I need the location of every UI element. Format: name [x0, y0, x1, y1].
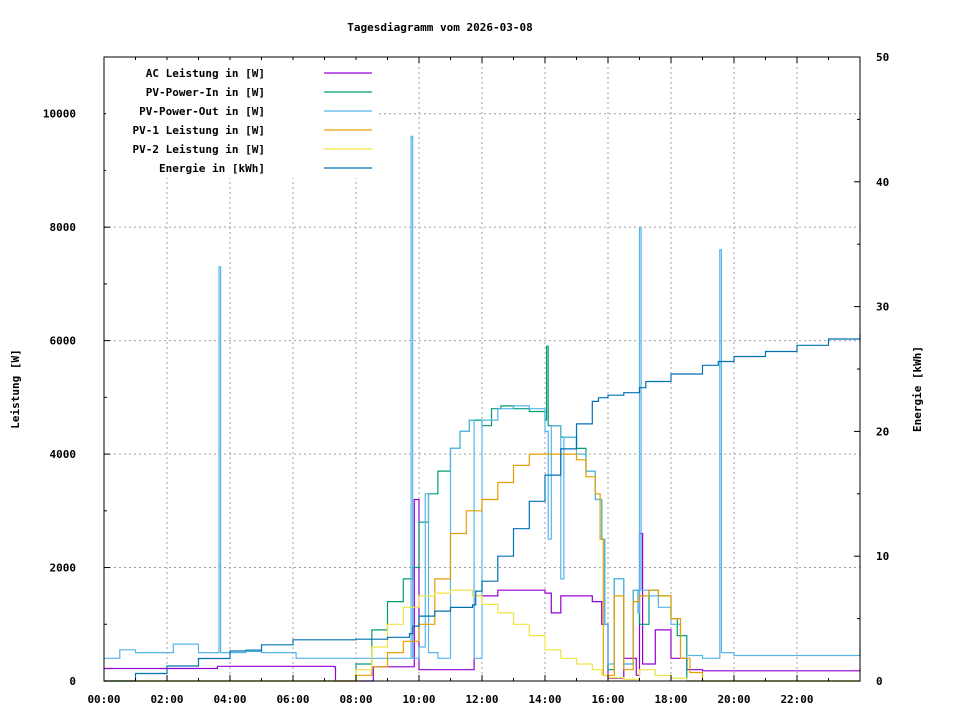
y2-tick-label: 0: [876, 675, 883, 688]
chart-title: Tagesdiagramm vom 2026-03-08: [347, 21, 532, 34]
x-tick-label: 06:00: [276, 693, 309, 706]
y-tick-label: 6000: [50, 335, 77, 348]
legend-label-2: PV-Power-Out in [W]: [139, 105, 265, 118]
y2-tick-label: 40: [876, 176, 889, 189]
legend-label-4: PV-2 Leistung in [W]: [133, 143, 265, 156]
x-tick-label: 02:00: [150, 693, 183, 706]
series-line-2: [104, 135, 861, 665]
x-tick-label: 16:00: [591, 693, 624, 706]
x-tick-label: 20:00: [717, 693, 750, 706]
legend-label-1: PV-Power-In in [W]: [146, 86, 265, 99]
legend-background: [106, 60, 376, 178]
series-line-5: [104, 334, 861, 682]
ticks: 00:00 02:00 04:00 06:00 08:00 10:00 12:00 14:00…: [43, 51, 889, 706]
x-tick-label: 10:00: [402, 693, 435, 706]
legend: AC Leistung in [W] PV-Power-In in [W] PV-P…: [106, 60, 376, 178]
series-line-3: [104, 453, 860, 682]
x-tick-label: 12:00: [465, 693, 498, 706]
y-tick-label: 2000: [50, 562, 77, 575]
legend-label-5: Energie in [kWh]: [159, 162, 265, 175]
y-tick-label: 8000: [50, 221, 77, 234]
x-tick-label: 08:00: [339, 693, 372, 706]
y-tick-label: 0: [69, 675, 76, 688]
y-tick-label: 10000: [43, 108, 76, 121]
x-tick-label: 04:00: [213, 693, 246, 706]
x-tick-label: 18:00: [654, 693, 687, 706]
y-tick-label: 4000: [50, 448, 77, 461]
x-tick-label: 14:00: [528, 693, 561, 706]
x-tick-label: 22:00: [780, 693, 813, 706]
y2-axis-label: Energie [kWh]: [911, 346, 924, 432]
y2-tick-label: 30: [876, 301, 889, 314]
y2-tick-label: 10: [876, 550, 889, 563]
series-line-4: [104, 589, 860, 682]
y2-tick-label: 50: [876, 51, 889, 64]
x-tick-label: 00:00: [87, 693, 120, 706]
series-group: [104, 135, 861, 682]
legend-label-0: AC Leistung in [W]: [146, 67, 265, 80]
y2-tick-label: 20: [876, 425, 889, 438]
legend-label-3: PV-1 Leistung in [W]: [133, 124, 265, 137]
y-axis-label: Leistung [W]: [9, 349, 22, 428]
